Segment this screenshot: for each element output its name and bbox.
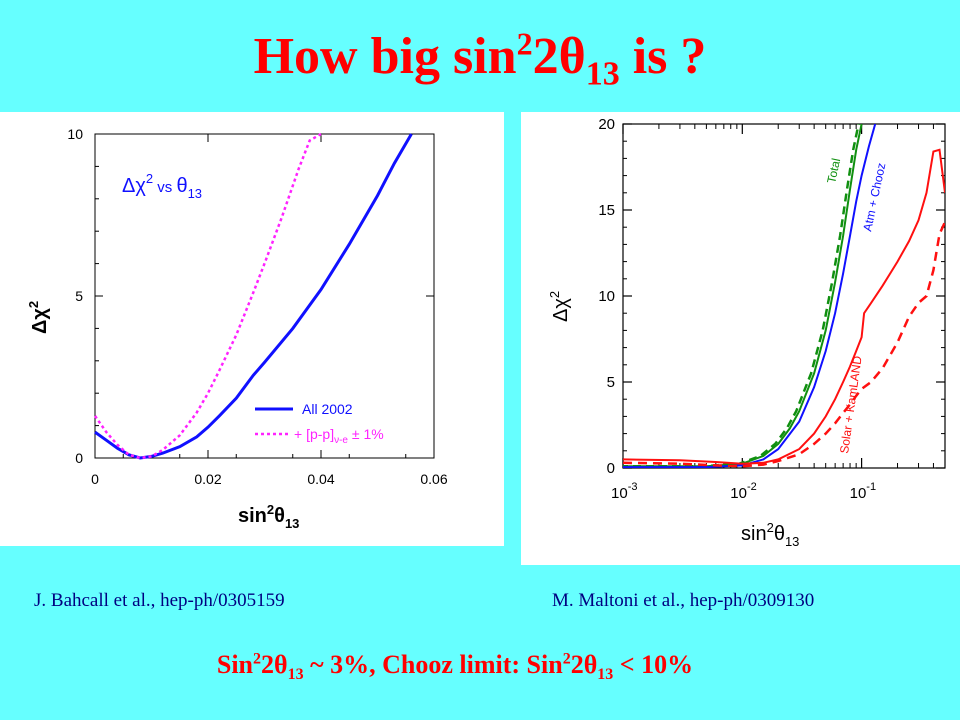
x-tick-label: 0.02 [194,471,221,487]
y-tick-label: 20 [598,116,615,133]
x-tick-label: 0.06 [420,471,447,487]
chart-panel-right: 10-3 10-2 10-1 0 5 10 15 20 Total Atm + Chooz S… [521,112,960,565]
curve-label-solar-kamland: Solar + KamLAND [837,355,865,455]
curve-label-total: Total [824,157,843,185]
chart-left-xlabel: sin2θ13 [238,502,299,531]
chart-left-legend: All 2002 + [p-p]ν-e ± 1% [255,401,384,446]
slide-title: How big sin22θ13 is ? [0,22,960,92]
series-line-2 [623,148,945,465]
curve-label-atm-chooz: Atm + Chooz [860,162,888,233]
title-suffix: is ? [619,28,707,85]
chart-right-xlabel: sin2θ13 [741,520,799,549]
chart-left: 0 0.02 0.04 0.06 0 5 10 Δχ2 vs θ13 All 2002 + … [26,126,448,531]
title-prefix: How big sin [253,28,517,85]
y-tick-label: 5 [607,374,615,391]
legend-label-pp: + [p-p]ν-e ± 1% [294,426,384,446]
chart-right: 10-3 10-2 10-1 0 5 10 15 20 Total Atm + Chooz S… [547,116,946,549]
y-tick-label: 0 [75,450,83,466]
citation-left: J. Bahcall et al., hep-ph/0305159 [34,590,285,611]
series-line-0 [623,124,863,468]
conclusion-text: Sin22θ13 ~ 3%, Chooz limit: Sin22θ13 < 1… [216,650,694,684]
title-sub: 13 [585,55,620,93]
chart-left-annotation: Δχ2 vs θ13 [122,171,202,201]
x-tick-label: 10-2 [730,481,756,502]
plot-frame-right [622,123,946,469]
x-tick-label: 0 [91,471,99,487]
citation-right: M. Maltoni et al., hep-ph/0309130 [552,590,815,611]
y-tick-label: 10 [67,126,83,142]
x-tick-label: 0.04 [307,471,334,487]
legend-label-all2002: All 2002 [302,401,353,417]
y-tick-label: 0 [607,460,615,477]
title-sup: 2 [516,25,533,62]
chart-right-ylabel: Δχ2 [547,291,572,322]
chart-left-ylabel: Δχ2 [26,301,51,334]
series-line-3 [623,221,945,468]
chart-panel-left: 0 0.02 0.04 0.06 0 5 10 Δχ2 vs θ13 All 2002 + … [0,112,504,546]
y-tick-label: 5 [75,288,83,304]
y-tick-label: 15 [598,202,615,219]
title-mid: 2θ [532,28,586,85]
x-tick-label: 10-3 [611,481,637,502]
series-line-1 [93,132,322,460]
y-tick-label: 10 [598,288,615,305]
series-line-0-dashed [623,124,860,468]
series-line-0 [94,133,413,460]
x-tick-label: 10-1 [850,481,876,502]
